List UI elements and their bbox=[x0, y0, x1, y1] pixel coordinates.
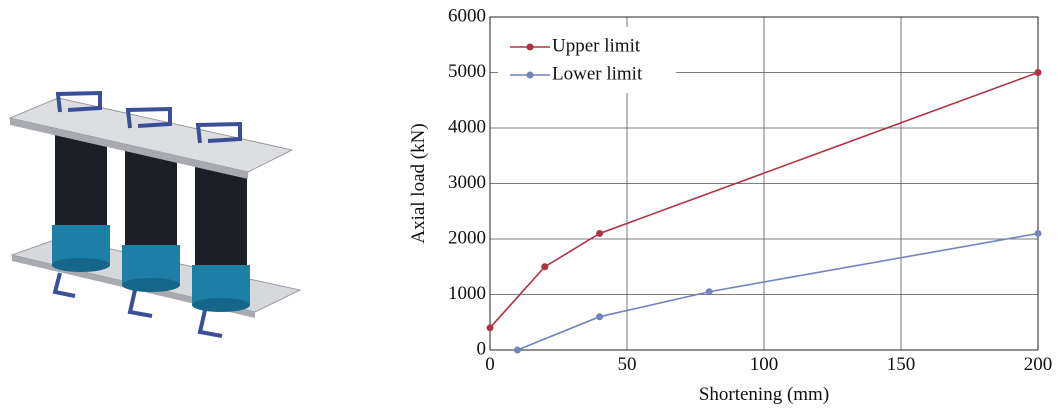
y-tick-label: 4000 bbox=[448, 116, 486, 137]
y-tick-label: 3000 bbox=[448, 172, 486, 193]
y-tick-label: 2000 bbox=[448, 227, 486, 248]
y-tick-label: 0 bbox=[477, 338, 487, 359]
legend-label: Upper limit bbox=[552, 35, 641, 56]
legend-label: Lower limit bbox=[552, 63, 643, 84]
legend-marker bbox=[526, 71, 534, 79]
plot-frame bbox=[489, 16, 1039, 351]
x-tick-label: 0 bbox=[485, 354, 495, 375]
marker bbox=[541, 263, 549, 271]
marker bbox=[486, 324, 494, 332]
marker bbox=[596, 229, 604, 237]
x-tick-label: 100 bbox=[750, 354, 779, 375]
line bbox=[517, 232, 1039, 351]
marker bbox=[705, 288, 713, 296]
chart: 0 1000 2000 3000 4000 5000 6000 0 50 100 150 200 Sho… bbox=[408, 5, 1052, 405]
x-tick-label: 150 bbox=[887, 354, 916, 375]
x-tick-label: 200 bbox=[1024, 354, 1053, 375]
y-tick-label: 6000 bbox=[448, 5, 486, 26]
marker bbox=[596, 313, 604, 321]
marker bbox=[513, 346, 521, 354]
x-tick-label: 50 bbox=[618, 354, 637, 375]
legend-marker bbox=[526, 43, 534, 51]
y-tick-label: 1000 bbox=[448, 283, 486, 304]
y-tick-label: 5000 bbox=[448, 61, 486, 82]
y-axis-label: Axial load (kN) bbox=[408, 123, 429, 243]
marker bbox=[1034, 229, 1042, 237]
x-axis-label: Shortening (mm) bbox=[699, 384, 829, 405]
legend-box bbox=[498, 27, 676, 93]
device-illustration bbox=[8, 90, 302, 338]
line bbox=[489, 71, 1039, 329]
marker bbox=[1034, 69, 1042, 76]
